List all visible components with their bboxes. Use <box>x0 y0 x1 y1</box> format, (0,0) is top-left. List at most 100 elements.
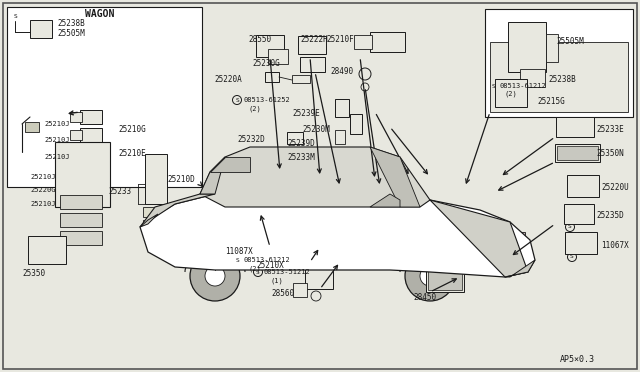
Bar <box>30 20 52 38</box>
Circle shape <box>253 267 262 276</box>
Circle shape <box>490 81 499 90</box>
Polygon shape <box>210 157 250 172</box>
Bar <box>350 114 362 134</box>
Bar <box>60 195 102 209</box>
Bar <box>520 69 545 87</box>
Text: 25210G: 25210G <box>118 125 146 135</box>
Polygon shape <box>200 147 430 207</box>
Bar <box>268 49 288 64</box>
Text: AP5×0.3: AP5×0.3 <box>560 356 595 365</box>
Bar <box>285 160 303 190</box>
Circle shape <box>568 253 577 262</box>
Bar <box>300 57 325 72</box>
Text: (1): (1) <box>270 278 283 284</box>
Text: 25233: 25233 <box>109 187 132 196</box>
Bar <box>338 147 348 157</box>
Circle shape <box>359 68 371 80</box>
Bar <box>230 214 274 245</box>
Text: 25505M: 25505M <box>57 29 84 38</box>
Circle shape <box>58 150 72 164</box>
Bar <box>426 260 464 292</box>
Text: 08513-61252: 08513-61252 <box>244 97 291 103</box>
Text: 25233M: 25233M <box>287 153 315 161</box>
Circle shape <box>405 251 455 301</box>
Text: 25239E: 25239E <box>292 109 320 119</box>
Bar <box>495 79 527 107</box>
Circle shape <box>190 251 240 301</box>
Circle shape <box>361 83 369 91</box>
Bar <box>55 142 110 207</box>
Bar <box>60 213 102 227</box>
Text: 25220A: 25220A <box>214 76 242 84</box>
Text: WAGON: WAGON <box>85 9 115 19</box>
Text: 25230M: 25230M <box>302 125 330 135</box>
Text: S: S <box>256 269 260 275</box>
Text: 25505M: 25505M <box>556 38 584 46</box>
Bar <box>355 160 377 190</box>
Text: 25210E: 25210E <box>118 150 146 158</box>
Polygon shape <box>140 214 158 227</box>
Polygon shape <box>370 147 420 207</box>
Bar <box>428 262 462 290</box>
Bar <box>70 148 82 158</box>
Text: 25233E: 25233E <box>596 125 624 135</box>
Text: 25239D: 25239D <box>287 140 315 148</box>
Bar <box>145 154 167 204</box>
Bar <box>293 283 307 297</box>
Bar <box>510 232 525 257</box>
Bar <box>256 35 284 57</box>
Circle shape <box>145 139 175 169</box>
Bar <box>228 212 276 247</box>
Text: 25350N: 25350N <box>596 150 624 158</box>
Text: 25238B: 25238B <box>57 19 84 28</box>
Bar <box>370 32 405 52</box>
Bar <box>567 175 599 197</box>
Text: (2): (2) <box>248 106 260 112</box>
Bar <box>28 236 66 264</box>
Bar <box>298 36 326 54</box>
Circle shape <box>566 222 575 231</box>
Text: 25210X: 25210X <box>256 260 284 269</box>
Text: S: S <box>568 224 572 230</box>
Bar <box>215 168 235 182</box>
Bar <box>80 146 102 160</box>
Text: 11087X: 11087X <box>225 247 253 257</box>
Text: 25220G: 25220G <box>30 187 56 193</box>
Bar <box>564 204 594 224</box>
Text: 08513-51212: 08513-51212 <box>264 269 311 275</box>
Text: 25350: 25350 <box>22 269 45 278</box>
Text: S: S <box>492 83 496 89</box>
Polygon shape <box>200 157 225 194</box>
Polygon shape <box>55 57 100 82</box>
Text: 25210J: 25210J <box>44 137 70 143</box>
Text: S: S <box>13 15 17 19</box>
Text: 25238B: 25238B <box>548 76 576 84</box>
Circle shape <box>232 96 241 105</box>
Bar <box>546 34 558 62</box>
Bar <box>330 160 352 190</box>
Text: 08513-61212: 08513-61212 <box>244 257 291 263</box>
Circle shape <box>49 141 81 173</box>
Text: 11067X: 11067X <box>601 241 628 250</box>
Text: 08513-61212: 08513-61212 <box>500 83 547 89</box>
Text: 25220U: 25220U <box>601 183 628 192</box>
Text: 25210D: 25210D <box>167 176 195 185</box>
Bar <box>60 231 102 245</box>
Bar <box>557 146 598 160</box>
Bar <box>354 35 372 49</box>
Text: 28550: 28550 <box>248 35 271 45</box>
Circle shape <box>10 13 19 22</box>
Text: 28490: 28490 <box>331 67 354 76</box>
Text: (2): (2) <box>248 266 260 272</box>
Polygon shape <box>100 60 130 82</box>
Bar <box>490 42 628 112</box>
Bar <box>80 128 102 142</box>
Bar <box>556 117 594 137</box>
Bar <box>80 110 102 124</box>
Circle shape <box>153 147 167 161</box>
Bar <box>565 232 597 254</box>
Bar <box>262 160 280 190</box>
Polygon shape <box>22 77 188 162</box>
Bar <box>25 122 39 132</box>
Polygon shape <box>370 194 400 207</box>
